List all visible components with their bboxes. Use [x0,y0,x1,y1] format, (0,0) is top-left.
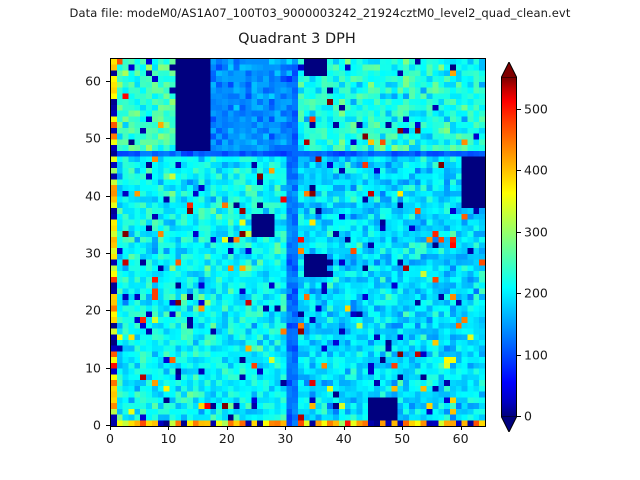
x-tick-mark [460,426,462,430]
x-tick-mark [226,426,228,430]
colorbar-tick-label: 200 [524,285,548,301]
colorbar-tick-mark [517,416,521,417]
y-tick-label: 40 [85,188,101,204]
data-file-caption: Data file: modeM0/AS1A07_100T03_90000032… [69,6,571,20]
x-tick-mark [343,426,345,430]
y-tick-mark [106,367,110,369]
x-tick-label: 20 [218,431,235,446]
colorbar-tick-mark [517,354,521,356]
heatmap-image [111,59,485,426]
colorbar-tick-mark [517,231,521,233]
colorbar-gradient [501,78,517,416]
x-tick-label: 60 [452,431,469,446]
x-tick-label: 30 [277,431,294,446]
x-tick-mark [110,426,111,430]
colorbar-tick-mark [517,108,521,110]
y-tick-mark [106,310,110,312]
y-tick-mark [106,425,110,426]
y-tick-label: 0 [93,417,101,433]
x-tick-label: 10 [160,431,177,446]
colorbar-tick-label: 500 [524,101,548,117]
y-tick-label: 60 [85,73,101,89]
y-tick-mark [106,80,110,82]
y-tick-mark [106,195,110,197]
colorbar-tick-mark [517,293,521,295]
y-tick-label: 20 [85,302,101,318]
y-tick-label: 30 [85,245,101,261]
colorbar-extend-top-icon [501,62,517,78]
x-tick-label: 50 [394,431,411,446]
x-tick-label: 40 [335,431,352,446]
y-tick-label: 50 [85,130,101,146]
colorbar [501,62,517,432]
colorbar-tick-label: 100 [524,347,548,363]
heatmap-axes [110,58,486,427]
colorbar-tick-mark [517,170,521,172]
y-tick-mark [106,138,110,140]
x-tick-mark [285,426,287,430]
colorbar-extend-bottom-icon [501,416,517,432]
y-tick-mark [106,252,110,254]
colorbar-tick-label: 0 [524,408,532,424]
plot-title: Quadrant 3 DPH [238,31,356,47]
x-tick-mark [402,426,404,430]
colorbar-tick-label: 400 [524,162,548,178]
x-tick-mark [168,426,170,430]
y-tick-label: 10 [85,360,101,376]
colorbar-tick-label: 300 [524,224,548,240]
x-tick-label: 0 [106,431,114,446]
